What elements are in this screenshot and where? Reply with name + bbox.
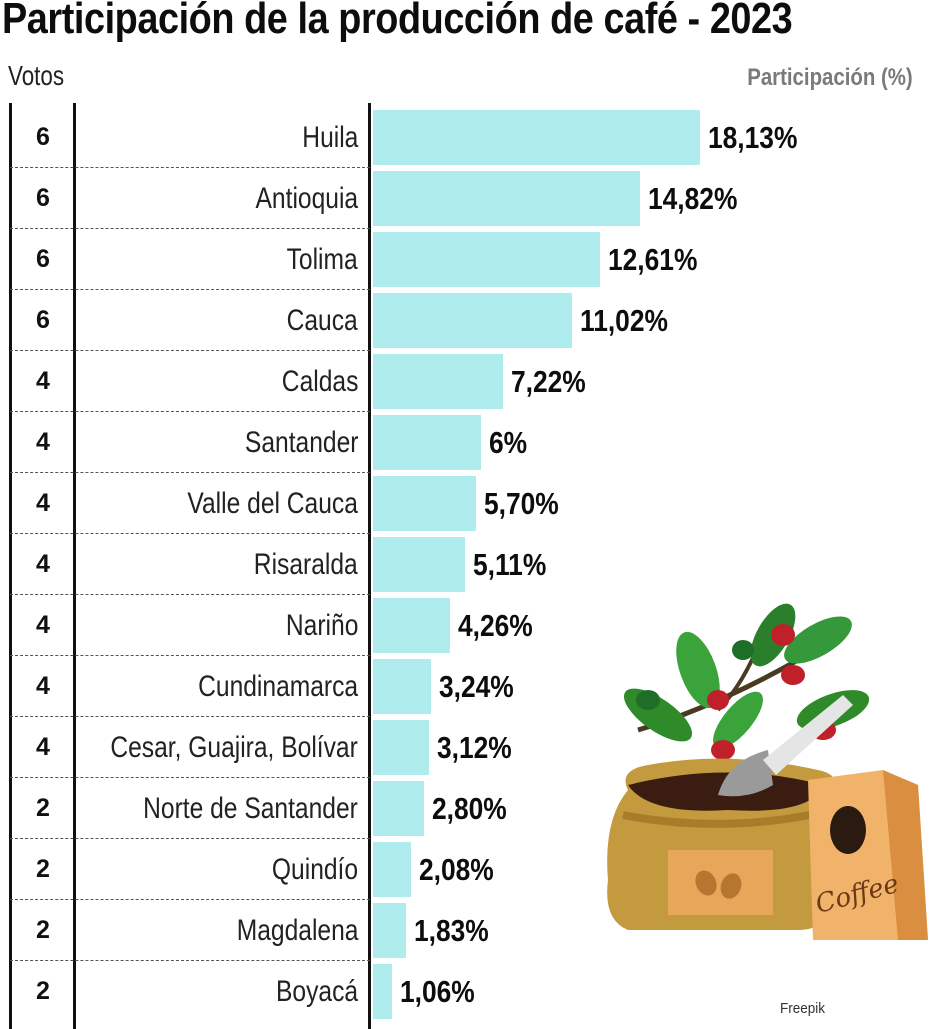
votes-value: 2 bbox=[36, 794, 50, 822]
row-divider bbox=[10, 899, 370, 900]
bar bbox=[373, 171, 640, 226]
votes-column-header: Votos bbox=[8, 60, 65, 91]
votes-value: 4 bbox=[36, 550, 50, 578]
votes-column-divider bbox=[73, 103, 76, 1029]
row-divider bbox=[10, 411, 370, 412]
bar bbox=[373, 232, 600, 287]
votes-value: 4 bbox=[36, 733, 50, 761]
value-label: 14,82% bbox=[648, 181, 738, 216]
table-row: 6 Antioquia 14,82% bbox=[0, 168, 945, 229]
row-divider bbox=[10, 350, 370, 351]
table-row: 4 Risaralda 5,11% bbox=[0, 534, 945, 595]
bar bbox=[373, 598, 450, 653]
value-label: 6% bbox=[489, 425, 528, 460]
bar bbox=[373, 293, 572, 348]
row-divider bbox=[10, 472, 370, 473]
row-divider bbox=[10, 533, 370, 534]
department-label: Risaralda bbox=[254, 548, 358, 581]
bar bbox=[373, 842, 411, 897]
department-label: Huila bbox=[301, 121, 358, 154]
votes-value: 6 bbox=[36, 245, 50, 273]
department-label: Cundinamarca bbox=[198, 670, 358, 703]
value-label: 4,26% bbox=[458, 608, 533, 643]
value-label: 5,11% bbox=[473, 547, 547, 582]
table-row: 6 Tolima 12,61% bbox=[0, 229, 945, 290]
left-border-line bbox=[9, 103, 12, 1029]
row-divider bbox=[10, 960, 370, 961]
votes-value: 6 bbox=[36, 184, 50, 212]
value-label: 11,02% bbox=[580, 303, 668, 338]
bar bbox=[373, 659, 431, 714]
department-label: Magdalena bbox=[236, 914, 358, 947]
votes-value: 6 bbox=[36, 123, 50, 151]
coffee-bag-illustration-icon: Coffee bbox=[598, 600, 938, 960]
row-divider bbox=[10, 167, 370, 168]
table-row: 4 Nariño 4,26% bbox=[0, 595, 945, 656]
bar bbox=[373, 354, 503, 409]
table-row: 2 Magdalena 1,83% bbox=[0, 900, 945, 961]
bar bbox=[373, 476, 476, 531]
row-divider bbox=[10, 594, 370, 595]
department-label: Cauca bbox=[286, 304, 358, 337]
votes-value: 4 bbox=[36, 611, 50, 639]
value-label: 2,08% bbox=[419, 852, 494, 887]
votes-value: 4 bbox=[36, 672, 50, 700]
bar bbox=[373, 964, 392, 1019]
table-row: 6 Huila 18,13% bbox=[0, 107, 945, 168]
image-credit: Freepik bbox=[780, 1000, 826, 1017]
bar bbox=[373, 537, 465, 592]
table-row: 2 Boyacá 1,06% bbox=[0, 961, 945, 1022]
votes-value: 4 bbox=[36, 367, 50, 395]
table-row: 4 Cundinamarca 3,24% bbox=[0, 656, 945, 717]
table-row: 4 Santander 6% bbox=[0, 412, 945, 473]
department-label: Nariño bbox=[285, 609, 358, 642]
row-divider bbox=[10, 228, 370, 229]
row-divider bbox=[10, 289, 370, 290]
votes-value: 4 bbox=[36, 428, 50, 456]
row-divider bbox=[10, 777, 370, 778]
value-label: 2,80% bbox=[432, 791, 507, 826]
department-label: Valle del Cauca bbox=[187, 487, 358, 520]
bar bbox=[373, 720, 429, 775]
chart-title: Participación de la producción de café -… bbox=[2, 0, 793, 43]
row-divider bbox=[10, 655, 370, 656]
table-row: 6 Cauca 11,02% bbox=[0, 290, 945, 351]
row-divider bbox=[10, 838, 370, 839]
value-label: 1,83% bbox=[414, 913, 489, 948]
value-label: 7,22% bbox=[511, 364, 586, 399]
department-label: Antioquia bbox=[255, 182, 358, 215]
votes-value: 2 bbox=[36, 977, 50, 1005]
department-label: Boyacá bbox=[275, 975, 358, 1008]
bar-axis-line bbox=[368, 103, 371, 1029]
bar bbox=[373, 781, 424, 836]
value-label: 5,70% bbox=[484, 486, 559, 521]
votes-value: 2 bbox=[36, 916, 50, 944]
value-label: 3,24% bbox=[439, 669, 514, 704]
table-row: 4 Valle del Cauca 5,70% bbox=[0, 473, 945, 534]
table-row: 2 Norte de Santander 2,80% bbox=[0, 778, 945, 839]
department-label: Caldas bbox=[281, 365, 358, 398]
department-label: Tolima bbox=[286, 243, 358, 276]
department-label: Norte de Santander bbox=[143, 792, 358, 825]
votes-value: 6 bbox=[36, 306, 50, 334]
value-label: 18,13% bbox=[708, 120, 798, 155]
votes-value: 2 bbox=[36, 855, 50, 883]
department-label: Santander bbox=[244, 426, 358, 459]
table-row: 4 Caldas 7,22% bbox=[0, 351, 945, 412]
bar bbox=[373, 110, 700, 165]
department-label: Cesar, Guajira, Bolívar bbox=[110, 731, 358, 764]
value-label: 1,06% bbox=[400, 974, 475, 1009]
row-divider bbox=[10, 716, 370, 717]
votes-value: 4 bbox=[36, 489, 50, 517]
department-label: Quindío bbox=[271, 853, 358, 886]
value-label: 3,12% bbox=[437, 730, 512, 765]
table-row: 4 Cesar, Guajira, Bolívar 3,12% bbox=[0, 717, 945, 778]
bar bbox=[373, 415, 481, 470]
bar bbox=[373, 903, 406, 958]
value-label: 12,61% bbox=[608, 242, 698, 277]
participation-column-header: Participación (%) bbox=[747, 64, 913, 91]
table-row: 2 Quindío 2,08% bbox=[0, 839, 945, 900]
